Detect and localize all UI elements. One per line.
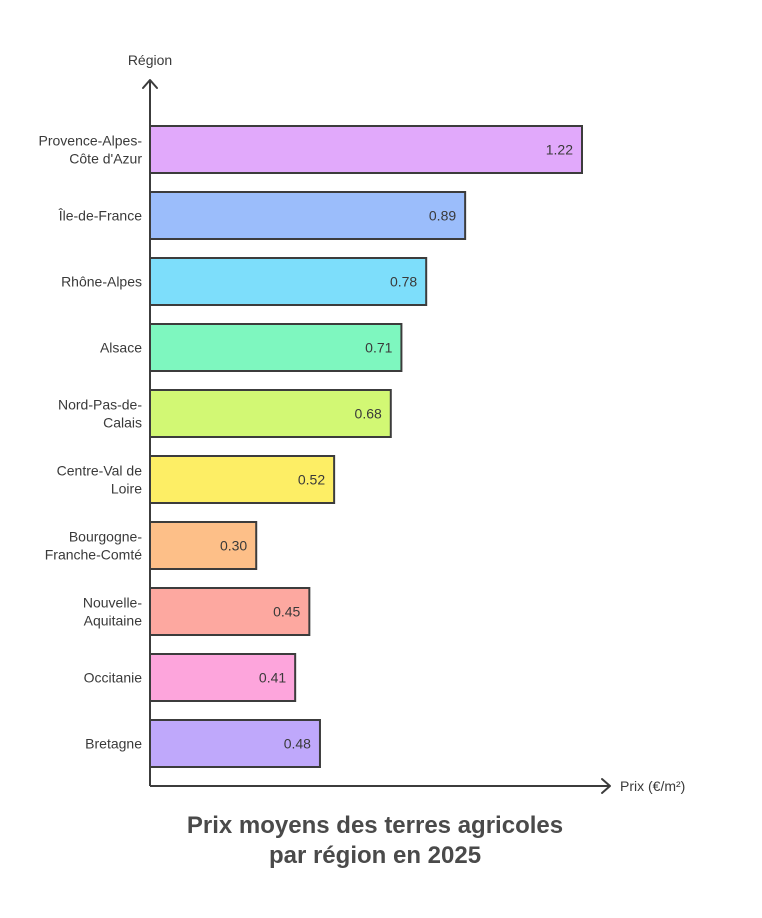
- value-label-3: 0.71: [365, 340, 392, 356]
- category-label-4-line-0: Nord-Pas-de-: [58, 397, 142, 413]
- category-label-0-line-0: Provence-Alpes-: [39, 133, 143, 149]
- bar-0: [149, 125, 583, 174]
- bar-1: [149, 191, 467, 240]
- value-label-4: 0.68: [355, 406, 382, 422]
- value-label-5: 0.52: [298, 472, 325, 488]
- bar-8: [149, 653, 297, 702]
- value-label-9: 0.48: [284, 736, 311, 752]
- bar-6: [149, 521, 258, 570]
- category-label-7-line-0: Nouvelle-: [83, 595, 142, 611]
- bar-2: [149, 257, 428, 306]
- bar-3: [149, 323, 403, 372]
- y-axis-arrow-icon: [142, 79, 158, 89]
- category-label-6-line-0: Bourgogne-: [69, 529, 143, 545]
- category-label-6-line-1: Franche-Comté: [45, 547, 142, 563]
- chart-title-line-2: par région en 2025: [268, 842, 482, 869]
- category-labels-layer: Provence-Alpes- Côte d'Azur Île-de-France R…: [39, 133, 143, 752]
- category-label-5-line-0: Centre-Val de: [57, 463, 143, 479]
- category-label-7-line-1: Aquitaine: [84, 613, 143, 629]
- value-label-0: 1.22: [546, 142, 573, 158]
- category-label-9-line-0: Bretagne: [85, 736, 142, 752]
- axes-layer: Région Prix (€/m²): [128, 52, 685, 794]
- y-axis-label: Région: [128, 52, 172, 68]
- bars-layer: 1.22 0.89 0.78 0.71 0.68 0.52 0.30 0.45 0.41 0.48: [149, 125, 583, 768]
- category-label-8-line-0: Occitanie: [84, 670, 143, 686]
- bar-5: [149, 455, 336, 504]
- category-label-4-line-1: Calais: [103, 415, 142, 431]
- category-label-2-line-0: Rhône-Alpes: [61, 274, 142, 290]
- category-label-5-line-1: Loire: [111, 481, 142, 497]
- value-label-8: 0.41: [259, 670, 286, 686]
- value-label-1: 0.89: [429, 208, 456, 224]
- bar-7: [149, 587, 311, 636]
- x-axis-arrow-icon: [601, 778, 611, 794]
- category-label-1-line-0: Île-de-France: [58, 208, 142, 224]
- category-label-0-line-1: Côte d'Azur: [69, 151, 142, 167]
- chart-title-line-1: Prix moyens des terres agricoles: [186, 812, 564, 839]
- value-label-7: 0.45: [273, 604, 300, 620]
- x-axis-label: Prix (€/m²): [620, 778, 685, 794]
- value-label-2: 0.78: [390, 274, 417, 290]
- category-label-3-line-0: Alsace: [100, 340, 142, 356]
- value-label-6: 0.30: [220, 538, 247, 554]
